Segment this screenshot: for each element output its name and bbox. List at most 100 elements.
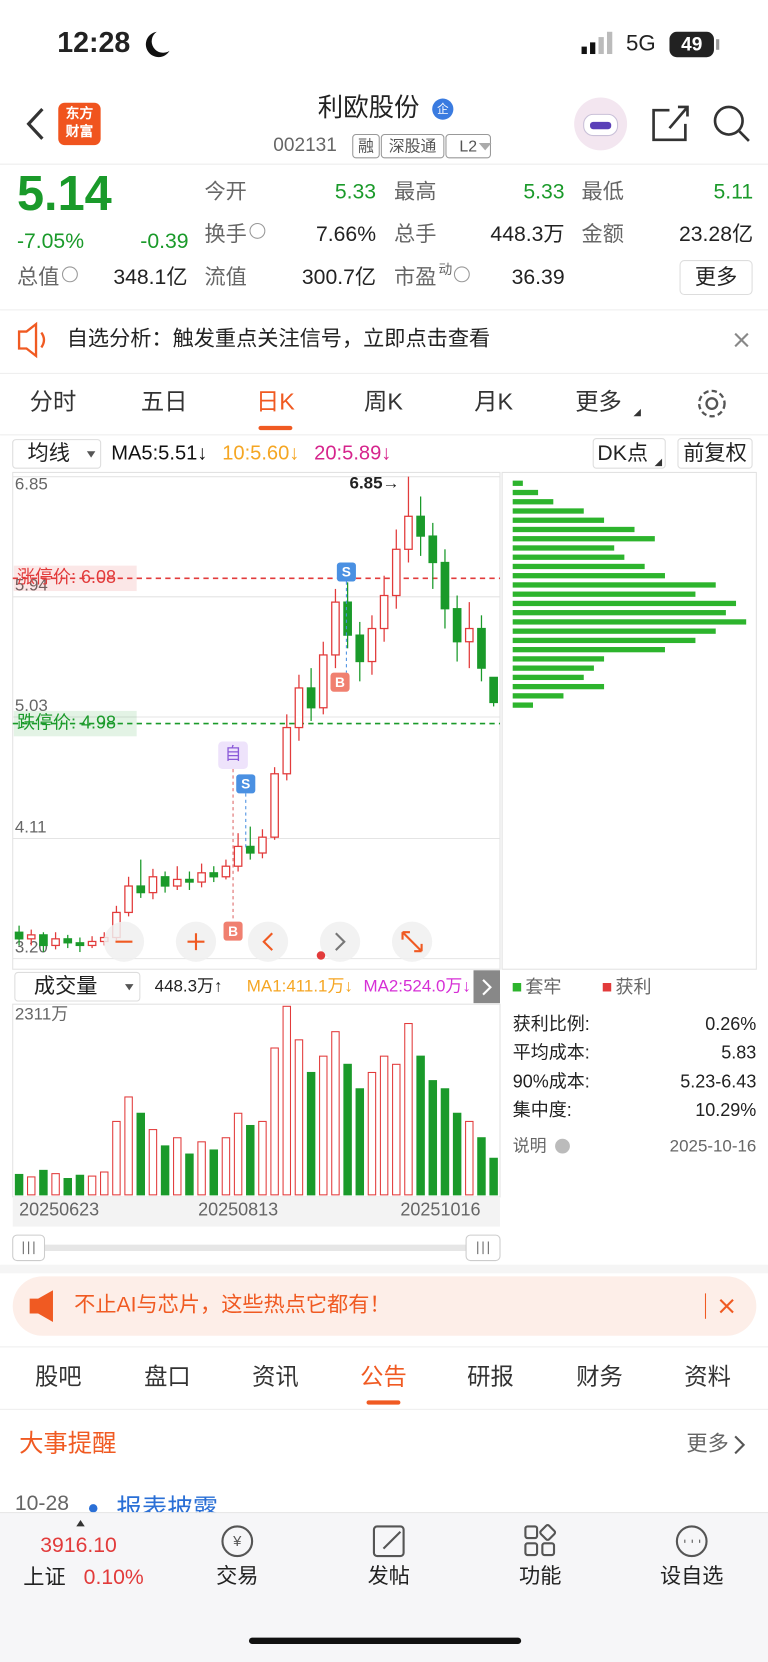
volume-bar xyxy=(63,1178,72,1196)
ma-legend-item: 10:5.60↓ xyxy=(222,443,299,465)
ma-select-label: 均线 xyxy=(28,441,70,465)
ma-select[interactable] xyxy=(12,439,102,469)
tag: 深股通 xyxy=(389,137,437,155)
candle-body xyxy=(464,627,474,643)
ad-close[interactable] xyxy=(719,1298,734,1314)
more-button[interactable] xyxy=(679,260,753,296)
candle-body xyxy=(489,676,498,704)
volume-bar xyxy=(233,1112,243,1196)
legend-label: 获利 xyxy=(615,977,651,997)
info-tabs: 股吧 盘口 资讯 公告 研报 财务 资料 xyxy=(35,1363,731,1405)
candle-body xyxy=(233,845,243,867)
candle-body xyxy=(148,876,158,894)
volume-bar xyxy=(27,1176,36,1196)
index-value[interactable]: 3916.10 xyxy=(40,1534,117,1557)
chart-controls xyxy=(103,921,433,962)
tab-underline xyxy=(366,1400,401,1405)
candle-body xyxy=(367,627,377,663)
events-more[interactable]: 更多 xyxy=(686,1431,728,1455)
y-tick-label: 5.94 xyxy=(15,576,48,595)
candle-body xyxy=(440,561,450,610)
volume-bar xyxy=(197,1141,206,1196)
field-sup: 动 xyxy=(439,262,453,277)
volume-bar xyxy=(51,1173,60,1196)
tag-box xyxy=(352,133,380,159)
volume-bar xyxy=(100,1171,109,1196)
volume-bar xyxy=(489,1157,498,1196)
dropdown-arrow[interactable] xyxy=(478,143,492,151)
dk-button[interactable] xyxy=(592,438,666,469)
nav-label[interactable]: 设自选 xyxy=(660,1564,724,1588)
tab[interactable]: 更多 xyxy=(575,389,622,415)
share-button[interactable] xyxy=(652,105,689,142)
volume-bar xyxy=(148,1129,158,1196)
scroll-left[interactable] xyxy=(247,921,289,962)
tab[interactable]: 研报 xyxy=(467,1363,514,1389)
select-arrow xyxy=(86,451,96,458)
tab[interactable]: 月K xyxy=(474,389,513,415)
chip-stats: 获利比例: 0.26% 平均成本: 5.83 90%成本: 5.23-6.43 集中度: 10… xyxy=(513,1014,757,1156)
chip-bar xyxy=(512,683,605,690)
legend-swatch xyxy=(602,983,612,992)
stat-label: 90%成本: xyxy=(513,1071,590,1091)
tab[interactable]: 财务 xyxy=(576,1363,623,1389)
last-price: 5.14 xyxy=(17,167,112,221)
chip-bar xyxy=(512,693,564,699)
limit-label-bg xyxy=(13,710,137,737)
tab[interactable]: 资讯 xyxy=(252,1363,299,1389)
tab[interactable]: 周K xyxy=(364,389,403,415)
battery-tip xyxy=(716,39,720,50)
tab[interactable]: 日K xyxy=(256,389,295,415)
notice-close[interactable] xyxy=(734,332,749,348)
s-marker-label: S xyxy=(342,565,351,580)
self-marker-label: 自 xyxy=(225,745,242,764)
volume-bar xyxy=(160,1145,170,1196)
tab[interactable]: 公告 xyxy=(360,1363,407,1389)
notice-text[interactable]: 自选分析：触发重点关注信号，立即点击查看 xyxy=(67,327,490,351)
info-icon[interactable] xyxy=(249,222,266,239)
volume-bar xyxy=(209,1149,219,1196)
divider xyxy=(0,434,768,436)
avatar-eyes xyxy=(590,121,612,130)
ad-banner[interactable] xyxy=(12,1276,757,1336)
field-label: 换手 xyxy=(204,222,246,246)
chip-frame xyxy=(501,471,757,970)
megaphone-icon xyxy=(29,1290,53,1322)
volume-select[interactable] xyxy=(14,971,141,1002)
candle-body xyxy=(136,885,146,894)
field-label: 总值 xyxy=(17,265,59,289)
nav-label[interactable]: 功能 xyxy=(519,1564,561,1588)
nav-label[interactable]: 发帖 xyxy=(368,1564,410,1588)
tab[interactable]: 股吧 xyxy=(35,1363,82,1389)
tab[interactable]: 资料 xyxy=(684,1363,731,1389)
info-icon[interactable] xyxy=(61,266,78,283)
scroll-right[interactable] xyxy=(319,921,361,962)
chip-bar xyxy=(512,573,665,579)
ma-legend: MA5:5.51↓ 10:5.60↓ 20:5.89↓ xyxy=(111,443,391,465)
tab[interactable]: 分时 xyxy=(30,389,77,415)
tab[interactable]: 五日 xyxy=(141,389,188,415)
candle-body xyxy=(331,601,340,656)
chip-bar xyxy=(512,526,635,533)
settings-button[interactable] xyxy=(697,389,726,418)
back-button[interactable] xyxy=(26,108,44,140)
logo-text: 东方 xyxy=(66,105,94,121)
stat-note[interactable]: 说明 xyxy=(513,1137,547,1156)
volume-bar xyxy=(185,1153,194,1196)
candle-body xyxy=(343,601,352,636)
tag-box xyxy=(445,133,491,159)
chip-bar xyxy=(512,489,539,496)
dk-label: DK点 xyxy=(597,441,648,465)
nav-label[interactable]: 交易 xyxy=(216,1564,258,1588)
more-arrow xyxy=(734,1435,746,1455)
candle-body xyxy=(282,726,292,775)
search-button[interactable] xyxy=(713,105,750,142)
expand-button[interactable] xyxy=(473,970,500,1004)
info-icon[interactable] xyxy=(453,266,470,283)
tab[interactable]: 盘口 xyxy=(144,1363,191,1389)
logo[interactable] xyxy=(58,102,101,146)
ad-text: 不止AI与芯片，这些热点它都有！ xyxy=(74,1293,390,1317)
divider xyxy=(0,309,768,311)
adjust-button[interactable] xyxy=(677,438,753,469)
volume-bar xyxy=(258,1120,267,1196)
